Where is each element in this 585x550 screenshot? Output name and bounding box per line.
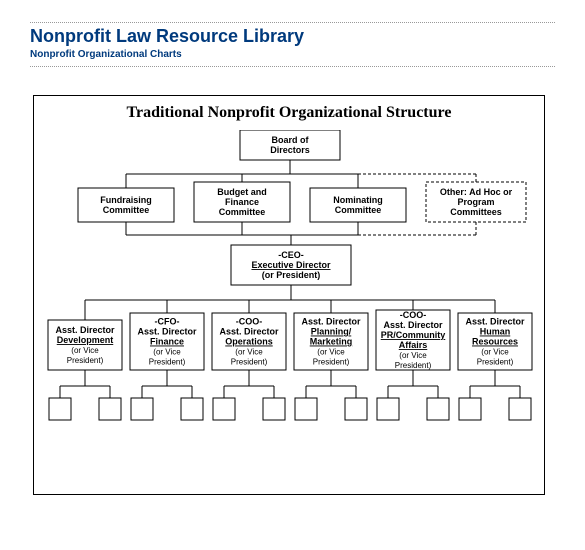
svg-text:Other: Ad Hoc or: Other: Ad Hoc or (440, 187, 513, 197)
node-d1: -CFO-Asst. DirectorFinance(or VicePresid… (130, 313, 204, 370)
leaf-box (345, 398, 367, 420)
leaf-box (459, 398, 481, 420)
node-d4: -COO-Asst. DirectorPR/CommunityAffairs(o… (376, 310, 450, 370)
svg-text:(or President): (or President) (262, 270, 321, 280)
svg-text:Committee: Committee (103, 205, 150, 215)
node-d0: Asst. DirectorDevelopment(or VicePreside… (48, 320, 122, 370)
svg-text:Affairs: Affairs (399, 340, 428, 350)
svg-text:-CFO-: -CFO- (155, 316, 180, 326)
page-subtitle: Nonprofit Organizational Charts (30, 49, 555, 60)
org-chart: Board ofDirectorsFundraisingCommitteeBud… (34, 130, 546, 490)
svg-text:Directors: Directors (270, 145, 310, 155)
svg-text:President): President) (149, 357, 186, 366)
svg-text:Asst. Director: Asst. Director (219, 326, 279, 336)
svg-text:Program: Program (457, 197, 494, 207)
svg-text:Committees: Committees (450, 207, 502, 217)
svg-text:Asst. Director: Asst. Director (383, 320, 443, 330)
svg-text:Operations: Operations (225, 336, 273, 346)
svg-text:President): President) (231, 357, 268, 366)
svg-text:Asst. Director: Asst. Director (301, 316, 361, 326)
leaf-box (427, 398, 449, 420)
node-d2: -COO-Asst. DirectorOperations(or VicePre… (212, 313, 286, 370)
svg-text:(or Vice: (or Vice (235, 347, 263, 356)
svg-text:Committee: Committee (219, 207, 266, 217)
leaf-box (213, 398, 235, 420)
svg-text:Fundraising: Fundraising (100, 195, 152, 205)
svg-text:Executive Director: Executive Director (251, 260, 331, 270)
svg-text:Asst. Director: Asst. Director (55, 325, 115, 335)
node-budget: Budget andFinanceCommittee (194, 182, 290, 222)
header-rule-top (30, 22, 555, 23)
node-board: Board ofDirectors (240, 130, 340, 160)
svg-text:Nominating: Nominating (333, 195, 383, 205)
svg-text:President): President) (67, 356, 104, 365)
svg-text:Board of: Board of (272, 135, 310, 145)
svg-text:-CEO-: -CEO- (278, 250, 304, 260)
svg-text:-COO-: -COO- (236, 316, 263, 326)
svg-text:Finance: Finance (225, 197, 259, 207)
svg-text:PR/Community: PR/Community (381, 330, 446, 340)
svg-text:Committee: Committee (335, 205, 382, 215)
node-ceo: -CEO-Executive Director(or President) (231, 245, 351, 285)
org-chart-frame: Traditional Nonprofit Organizational Str… (33, 95, 545, 495)
svg-text:-COO-: -COO- (400, 310, 427, 320)
leaf-box (295, 398, 317, 420)
svg-text:Finance: Finance (150, 336, 184, 346)
svg-text:(or Vice: (or Vice (399, 351, 427, 360)
leaf-box (131, 398, 153, 420)
svg-text:Planning/: Planning/ (311, 326, 352, 336)
svg-text:President): President) (395, 361, 432, 370)
svg-text:President): President) (313, 357, 350, 366)
svg-text:Asst. Director: Asst. Director (465, 316, 525, 326)
svg-text:(or Vice: (or Vice (481, 347, 509, 356)
svg-text:Asst. Director: Asst. Director (137, 326, 197, 336)
node-d5: Asst. DirectorHumanResources(or VicePres… (458, 313, 532, 370)
node-fundraising: FundraisingCommittee (78, 188, 174, 222)
svg-text:Resources: Resources (472, 336, 518, 346)
leaf-box (181, 398, 203, 420)
header-rule-bottom (30, 66, 555, 67)
node-other: Other: Ad Hoc orProgramCommittees (426, 182, 526, 222)
svg-text:Marketing: Marketing (310, 336, 353, 346)
svg-text:President): President) (477, 357, 514, 366)
svg-text:Budget and: Budget and (217, 187, 267, 197)
leaf-box (377, 398, 399, 420)
svg-text:(or Vice: (or Vice (71, 346, 99, 355)
svg-text:(or Vice: (or Vice (153, 347, 181, 356)
leaf-box (509, 398, 531, 420)
leaf-box (99, 398, 121, 420)
node-nominating: NominatingCommittee (310, 188, 406, 222)
svg-text:Human: Human (480, 326, 511, 336)
node-d3: Asst. DirectorPlanning/Marketing(or Vice… (294, 313, 368, 370)
svg-text:(or Vice: (or Vice (317, 347, 345, 356)
svg-text:Development: Development (57, 335, 114, 345)
leaf-box (49, 398, 71, 420)
chart-title: Traditional Nonprofit Organizational Str… (34, 96, 544, 122)
page-title: Nonprofit Law Resource Library (30, 27, 555, 47)
leaf-box (263, 398, 285, 420)
